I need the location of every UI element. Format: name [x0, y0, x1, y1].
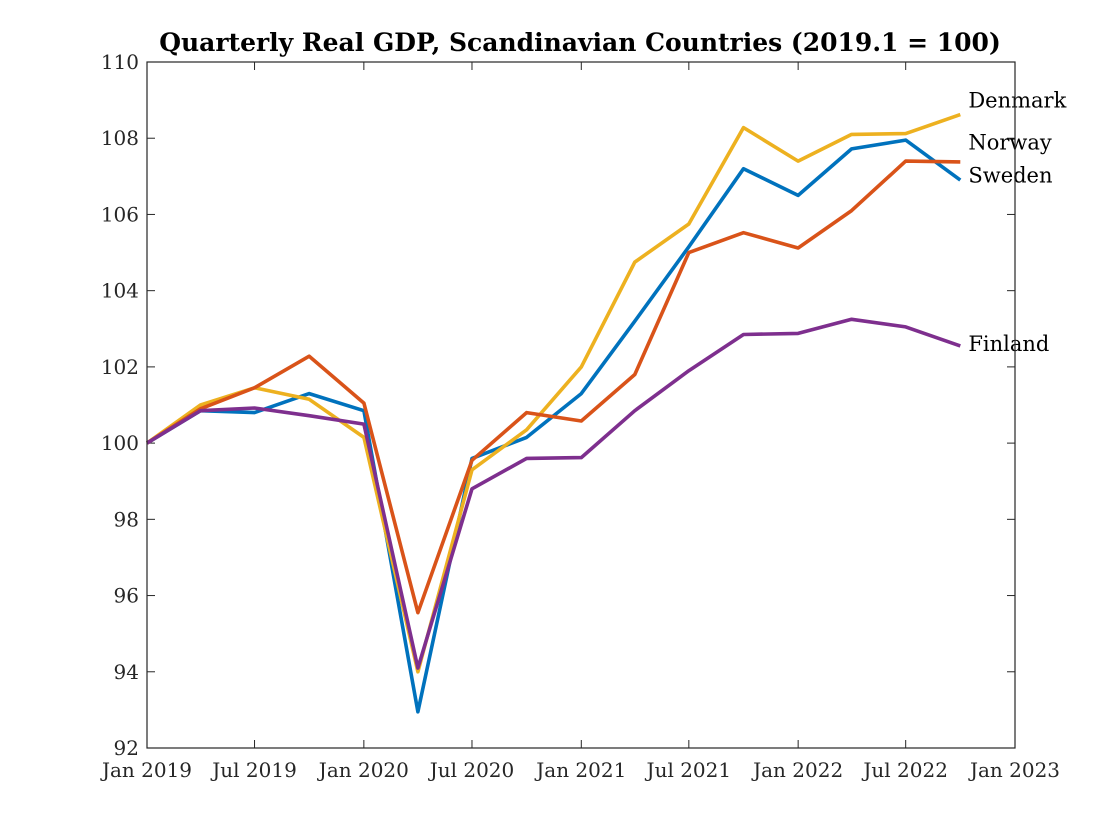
- x-tick-label: Jul 2021: [645, 758, 732, 782]
- y-tick-label: 106: [101, 202, 139, 226]
- y-tick-label: 108: [101, 126, 139, 150]
- y-tick-label: 100: [101, 431, 139, 455]
- y-tick-label: 110: [101, 50, 139, 74]
- series-layer: [145, 112, 962, 714]
- y-tick-label: 96: [114, 584, 139, 608]
- series-label-sweden: Sweden: [968, 163, 1052, 187]
- x-tick-label: Jan 2019: [100, 758, 192, 782]
- x-tick-label: Jul 2020: [428, 758, 515, 782]
- x-tick-label: Jan 2021: [534, 758, 626, 782]
- series-label-layer: Sweden Denmark Norway Finland: [968, 89, 1066, 356]
- tick-layer: 92 94 96 98 100 102 104 106 108 110 Jan 2019 Jul 20…: [100, 50, 1060, 782]
- series-line-finland: [146, 317, 961, 670]
- series-line-denmark: [145, 112, 961, 674]
- plot-area-frame: [146, 61, 1016, 749]
- series-label-finland: Finland: [968, 332, 1049, 356]
- series-label-norway: Norway: [968, 131, 1052, 155]
- x-tick-label: Jul 2022: [861, 758, 948, 782]
- y-tick-label: 104: [101, 279, 139, 303]
- y-tick-label: 102: [101, 355, 139, 379]
- y-tick-label: 98: [114, 507, 139, 531]
- series-line-sweden: [146, 138, 962, 714]
- series-label-denmark: Denmark: [968, 89, 1066, 113]
- y-tick-label: 94: [114, 660, 139, 684]
- series-line-norway: [146, 159, 961, 615]
- chart-title: Quarterly Real GDP, Scandinavian Countri…: [159, 28, 1001, 57]
- y-tick-label: 92: [114, 736, 139, 760]
- x-tick-label: Jan 2023: [968, 758, 1060, 782]
- x-tick-label: Jan 2020: [317, 758, 409, 782]
- x-tick-label: Jul 2019: [210, 758, 297, 782]
- x-tick-label: Jan 2022: [751, 758, 843, 782]
